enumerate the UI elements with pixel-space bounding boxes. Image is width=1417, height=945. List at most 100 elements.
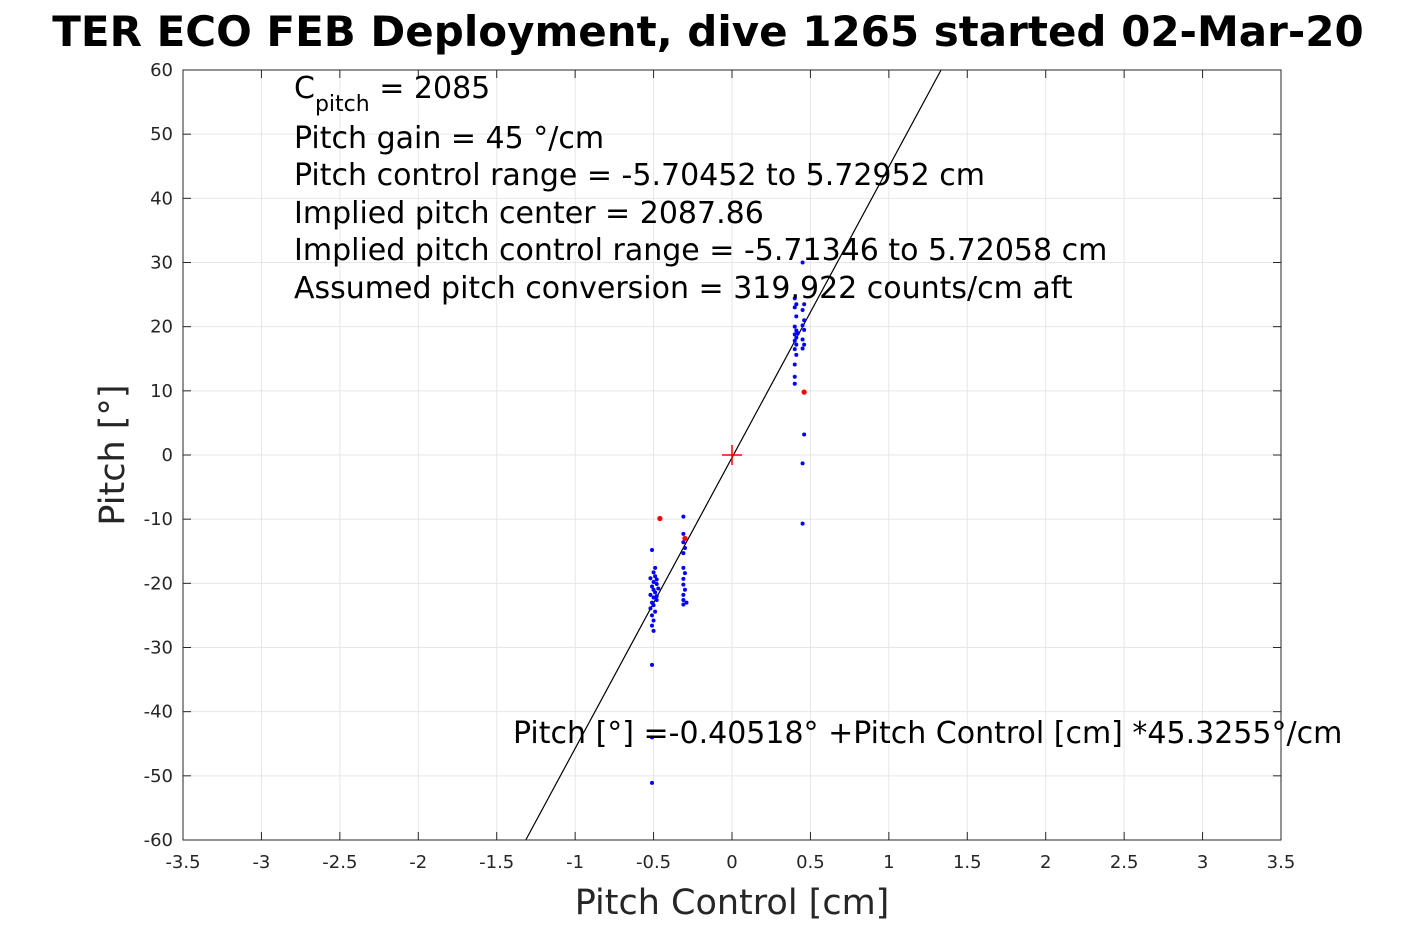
x-tick-label: -1 (566, 852, 584, 873)
y-tick-label: 0 (162, 445, 173, 466)
data-point (653, 609, 658, 614)
data-point (681, 531, 686, 536)
data-point (654, 594, 659, 599)
data-point (802, 432, 807, 437)
data-point (653, 574, 658, 579)
c-pitch-symbol: C (294, 71, 315, 106)
data-point (682, 546, 687, 551)
data-point (650, 613, 655, 618)
data-point (650, 662, 655, 667)
data-point (792, 332, 797, 337)
x-tick-label: -3 (252, 852, 270, 873)
data-point (802, 302, 807, 307)
data-point (654, 577, 659, 582)
data-point (684, 600, 689, 605)
c-pitch-annotation: Cpitch = 2085 (294, 71, 490, 117)
data-point (794, 302, 799, 307)
data-point (802, 327, 807, 332)
data-point (792, 305, 797, 310)
data-point (653, 565, 658, 570)
data-point (792, 362, 797, 367)
data-point (792, 338, 797, 343)
data-point (651, 580, 656, 585)
x-tick-label: 0 (726, 852, 737, 873)
y-tick-label: -30 (144, 638, 173, 659)
data-point (681, 592, 686, 597)
data-point (792, 296, 797, 301)
x-tick-label: 2 (1040, 852, 1051, 873)
data-point (650, 780, 655, 785)
data-point (681, 602, 686, 607)
data-point (681, 582, 686, 587)
x-tick-label: -3.5 (165, 852, 200, 873)
data-point (792, 347, 797, 352)
data-point (656, 586, 661, 591)
y-tick-label: 30 (150, 253, 173, 274)
highlight-point (657, 515, 663, 522)
annotation-line-4: Implied pitch control range = -5.71346 t… (294, 233, 1107, 268)
data-point (792, 324, 797, 329)
data-point (681, 598, 686, 603)
data-point (794, 335, 799, 340)
data-point (650, 735, 655, 740)
data-point (650, 547, 655, 552)
y-tick-label: -50 (144, 766, 173, 787)
y-tick-label: 20 (150, 317, 173, 338)
data-point (682, 587, 687, 592)
data-point (648, 592, 653, 597)
y-tick-label: 60 (150, 60, 173, 81)
y-tick-label: 10 (150, 381, 173, 402)
annotation-line-5: Assumed pitch conversion = 319.922 count… (294, 271, 1073, 306)
data-point (651, 618, 656, 623)
data-point (648, 606, 653, 611)
data-point (653, 590, 658, 595)
data-points (648, 260, 807, 785)
data-point (795, 331, 800, 336)
data-point (681, 551, 686, 556)
data-point (800, 521, 805, 526)
annotation-line-3: Implied pitch center = 2087.86 (294, 196, 764, 231)
data-point (681, 514, 686, 519)
fit-equation: Pitch [°] =-0.40518° +Pitch Control [cm]… (513, 716, 1342, 751)
data-point (794, 342, 799, 347)
c-pitch-value: = 2085 (370, 71, 491, 106)
c-pitch-subscript: pitch (315, 92, 370, 117)
data-point (654, 598, 659, 603)
data-point (794, 314, 799, 319)
chart-title: TER ECO FEB Deployment, dive 1265 starte… (52, 7, 1363, 56)
x-axis-label: Pitch Control [cm] (575, 883, 890, 923)
annotation-line-1: Pitch gain = 45 °/cm (294, 121, 604, 156)
data-point (682, 571, 687, 576)
y-tick-label: 40 (150, 188, 173, 209)
center-marker-group (722, 445, 742, 465)
data-point (650, 623, 655, 628)
data-point (800, 323, 805, 328)
data-point (792, 374, 797, 379)
x-tick-label: 3 (1197, 852, 1208, 873)
data-point (681, 565, 686, 570)
x-tick-label: -1.5 (479, 852, 514, 873)
data-point (650, 584, 655, 589)
data-point (802, 318, 807, 323)
data-point (800, 461, 805, 466)
annotation-line-2: Pitch control range = -5.70452 to 5.7295… (294, 158, 985, 193)
x-tick-label: 1 (883, 852, 894, 873)
data-point (651, 603, 656, 608)
data-point (681, 576, 686, 581)
data-point (654, 581, 659, 586)
data-point (651, 570, 656, 575)
highlight-point (682, 535, 688, 542)
highlight-point (801, 389, 807, 395)
x-tick-label: -2 (409, 852, 427, 873)
y-tick-label: -60 (144, 830, 173, 851)
data-point (800, 307, 805, 312)
x-tick-label: -0.5 (636, 852, 671, 873)
data-point (800, 346, 805, 351)
y-tick-label: -10 (144, 509, 173, 530)
data-point (651, 628, 656, 633)
data-point (794, 352, 799, 357)
data-point (800, 337, 805, 342)
x-tick-label: -2.5 (322, 852, 357, 873)
x-tick-label: 0.5 (796, 852, 825, 873)
